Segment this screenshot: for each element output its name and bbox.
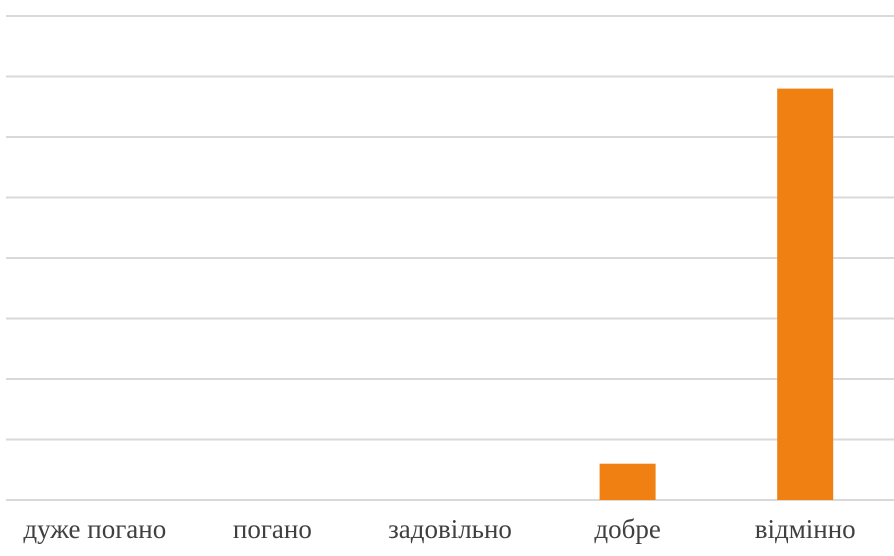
gridlines: [6, 15, 894, 501]
bar-4: [777, 88, 834, 500]
bars: [599, 88, 834, 500]
category-label-3: добре: [594, 514, 660, 544]
category-labels: дуже погано погано задовільно добре відмінно: [23, 514, 855, 544]
category-label-1: погано: [233, 514, 312, 544]
category-label-4: відмінно: [755, 514, 856, 544]
category-label-2: задовільно: [388, 514, 512, 544]
category-label-0: дуже погано: [23, 514, 166, 544]
bar-3: [599, 463, 656, 500]
